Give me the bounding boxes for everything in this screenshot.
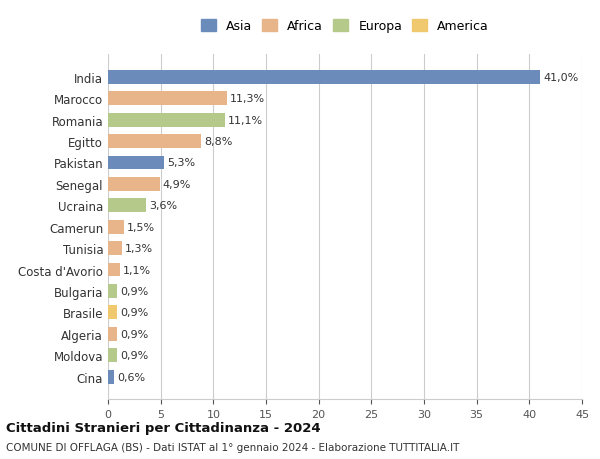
Bar [108,156,164,170]
Text: COMUNE DI OFFLAGA (BS) - Dati ISTAT al 1° gennaio 2024 - Elaborazione TUTTITALIA: COMUNE DI OFFLAGA (BS) - Dati ISTAT al 1… [6,442,460,452]
Text: 11,1%: 11,1% [228,115,263,125]
Legend: Asia, Africa, Europa, America: Asia, Africa, Europa, America [197,17,493,37]
Bar [108,348,118,362]
Text: 41,0%: 41,0% [543,73,578,83]
Text: 3,6%: 3,6% [149,201,177,211]
Bar [108,327,118,341]
Text: 0,9%: 0,9% [121,329,149,339]
Text: 0,6%: 0,6% [118,372,146,382]
Text: 8,8%: 8,8% [204,137,232,147]
Text: 0,9%: 0,9% [121,350,149,360]
Bar [108,71,540,84]
Text: 11,3%: 11,3% [230,94,265,104]
Bar [108,199,146,213]
Bar [108,263,119,277]
Bar [108,178,160,191]
Text: 1,3%: 1,3% [125,244,153,253]
Text: 0,9%: 0,9% [121,308,149,318]
Text: 1,5%: 1,5% [127,222,155,232]
Bar [108,241,122,256]
Bar [108,370,115,384]
Bar [108,306,118,319]
Text: 1,1%: 1,1% [123,265,151,275]
Bar [108,135,200,149]
Bar [108,92,227,106]
Text: 5,3%: 5,3% [167,158,195,168]
Text: 0,9%: 0,9% [121,286,149,296]
Text: 4,9%: 4,9% [163,179,191,190]
Bar [108,220,124,234]
Bar [108,284,118,298]
Bar [108,113,225,127]
Text: Cittadini Stranieri per Cittadinanza - 2024: Cittadini Stranieri per Cittadinanza - 2… [6,421,320,434]
